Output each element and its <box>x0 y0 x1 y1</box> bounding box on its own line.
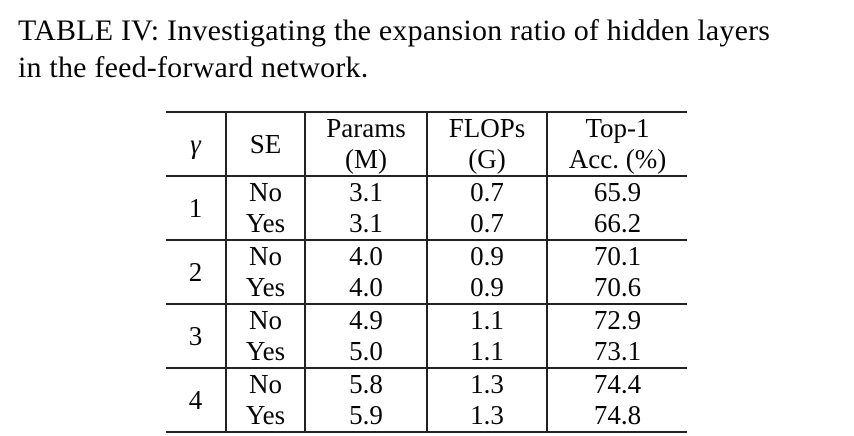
gamma-value: 4 <box>166 368 227 433</box>
flops-value: 0.7 <box>427 176 548 208</box>
col-header-params: Params (M) <box>305 112 428 177</box>
flops-value: 0.7 <box>427 208 548 241</box>
acc-value: 74.8 <box>547 400 687 433</box>
col-header-flops-line2: (G) <box>468 144 506 174</box>
acc-value: 66.2 <box>547 208 687 241</box>
gamma-value: 3 <box>166 304 227 369</box>
table-row: Yes 5.9 1.3 74.8 <box>166 400 687 433</box>
acc-value: 65.9 <box>593 177 642 207</box>
col-header-se: SE <box>226 112 306 177</box>
flops-value: 1.3 <box>427 368 548 400</box>
acc-value: 70.6 <box>547 272 687 305</box>
params-value: 4.0 <box>305 240 428 272</box>
flops-value: 1.3 <box>427 400 548 433</box>
col-header-gamma: γ <box>166 112 227 177</box>
gamma-value: 1 <box>166 176 227 241</box>
se-value: Yes <box>226 208 306 241</box>
params-value: 3.1 <box>305 176 428 208</box>
col-header-params-line1: Params <box>326 113 406 143</box>
caption-line-1: TABLE IV: Investigating the expansion ra… <box>18 14 771 47</box>
col-header-params-line2: (M) <box>345 144 387 174</box>
acc-value: 74.4 <box>593 369 642 399</box>
table-row: Yes 3.1 0.7 66.2 <box>166 208 687 241</box>
caption-line-2: in the feed-forward network. <box>18 51 369 84</box>
params-value: 5.8 <box>305 368 428 400</box>
se-value: Yes <box>226 400 306 433</box>
table-caption: TABLE IV: Investigating the expansion ra… <box>18 12 844 86</box>
col-header-acc-line2: Acc. (%) <box>568 144 667 174</box>
params-value: 4.0 <box>305 272 428 305</box>
se-value: Yes <box>226 336 306 369</box>
se-value: Yes <box>226 272 306 305</box>
results-table: γ SE Params (M) FLOPs (G) Top-1 Acc. (%) <box>166 111 687 433</box>
se-value: No <box>226 240 306 272</box>
gamma-value: 2 <box>166 240 227 305</box>
col-header-flops-line1: FLOPs <box>448 113 526 143</box>
flops-value: 0.9 <box>427 240 548 272</box>
col-header-flops: FLOPs (G) <box>427 112 548 177</box>
acc-value: 70.1 <box>593 241 642 271</box>
table-row: 3 No 4.9 1.1 72.9 <box>166 304 687 369</box>
se-value: No <box>226 368 306 400</box>
table-row: 1 No 3.1 0.7 65.9 <box>166 176 687 241</box>
table-row: Yes 4.0 0.9 70.6 <box>166 272 687 305</box>
table-row: 4 No 5.8 1.3 74.4 <box>166 368 687 433</box>
col-header-acc: Top-1 Acc. (%) <box>547 112 687 177</box>
header-row: γ SE Params (M) FLOPs (G) Top-1 Acc. (%) <box>166 112 687 177</box>
se-value: No <box>226 304 306 336</box>
params-value: 4.9 <box>305 304 428 336</box>
acc-value: 73.1 <box>547 336 687 369</box>
flops-value: 1.1 <box>427 336 548 369</box>
se-value: No <box>226 176 306 208</box>
params-value: 5.9 <box>305 400 428 433</box>
col-header-acc-line1: Top-1 <box>585 113 650 143</box>
table-row: 2 No 4.0 0.9 70.1 <box>166 240 687 305</box>
table-row: Yes 5.0 1.1 73.1 <box>166 336 687 369</box>
flops-value: 1.1 <box>427 304 548 336</box>
params-value: 5.0 <box>305 336 428 369</box>
flops-value: 0.9 <box>427 272 548 305</box>
params-value: 3.1 <box>305 208 428 241</box>
acc-value: 72.9 <box>593 305 642 335</box>
